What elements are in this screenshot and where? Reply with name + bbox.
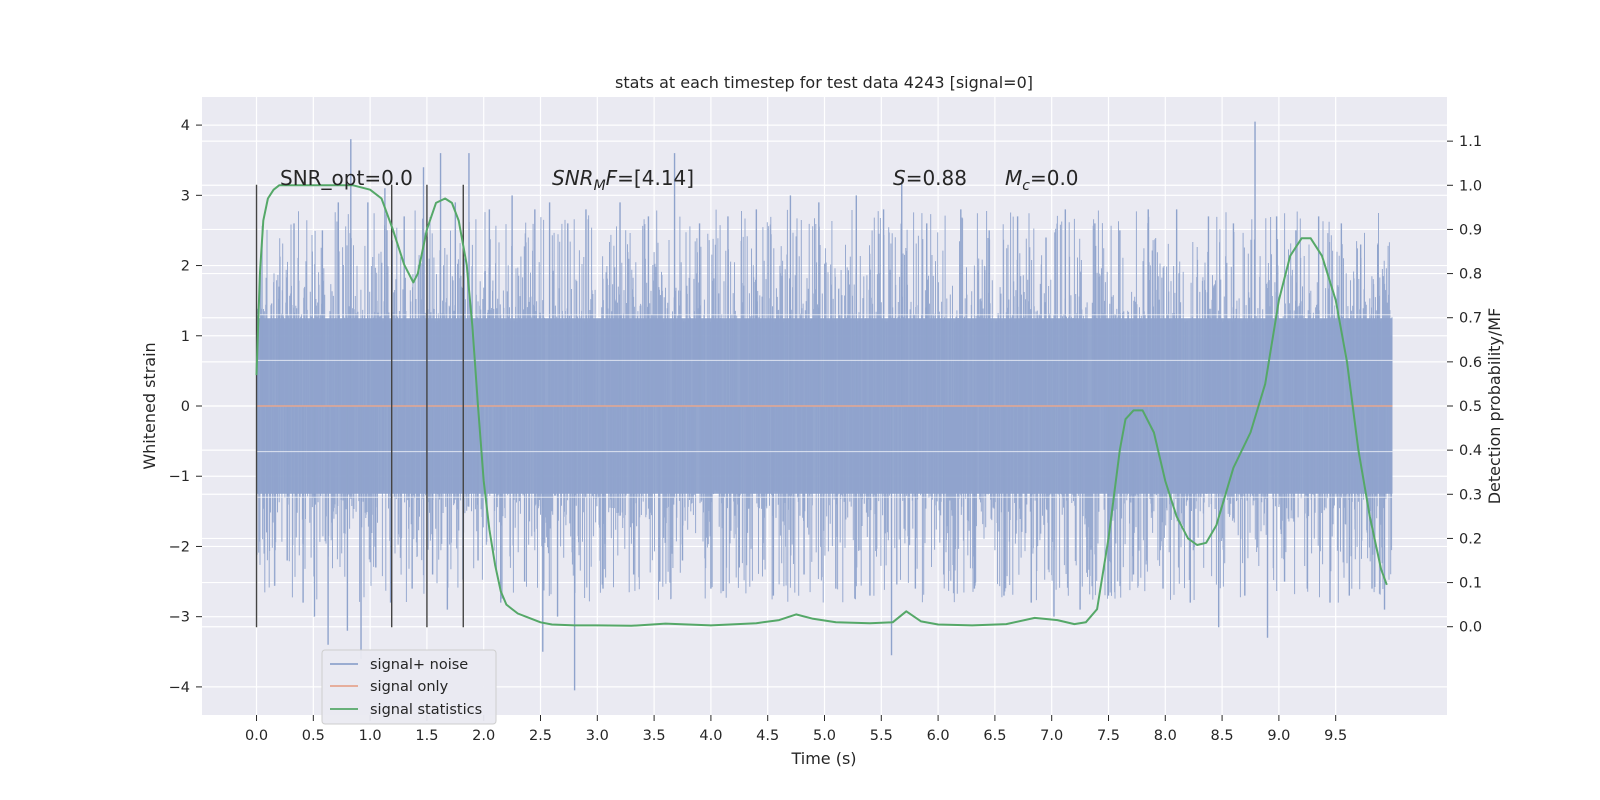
x-tick-label-7: 3.5	[643, 728, 666, 744]
signal-statistics-series	[255, 184, 1388, 627]
chart-title: stats at each timestep for test data 424…	[615, 73, 1033, 92]
x-tick-label-2: 1.0	[359, 728, 382, 744]
x-tick-label-16: 8.0	[1154, 728, 1177, 744]
signal-statistics-line	[255, 184, 1388, 627]
y2-tick-label-0: 0.0	[1459, 620, 1482, 636]
y-axis-label: Whitened strain	[140, 342, 159, 469]
y-tick-label-3: −1	[169, 469, 190, 485]
y2-tick-label-2: 0.2	[1459, 531, 1482, 547]
x-tick-label-15: 7.5	[1097, 728, 1120, 744]
y2-tick-label-5: 0.5	[1459, 399, 1482, 415]
x-axis: 0.0 0.5 1.0 1.5 2.0 2.5 3.0 3.5 4.0 4.5 5.0 5.5 6.0 6…	[245, 715, 1347, 744]
y-tick-label-4: 0	[181, 399, 190, 415]
annotation-s-sym: S	[893, 166, 906, 190]
legend: signal+ noise signal only signal statist…	[321, 649, 497, 725]
annotation-mc: Mc=0.0	[1005, 166, 1079, 194]
x-tick-label-13: 6.5	[983, 728, 1006, 744]
x-tick-label-0: 0.0	[245, 728, 268, 744]
legend-label-signal-only: signal only	[370, 679, 449, 695]
legend-label-signal-noise: signal+ noise	[370, 657, 468, 673]
annotation-snr-mf-tail: F	[606, 166, 618, 190]
x-tick-label-17: 8.5	[1211, 728, 1234, 744]
x-tick-label-18: 9.0	[1267, 728, 1290, 744]
y-tick-label-8: 4	[181, 118, 190, 134]
x-axis-label: Time (s)	[790, 749, 856, 768]
y2-tick-label-1: 0.1	[1459, 576, 1482, 592]
y-tick-label-1: −3	[169, 610, 190, 626]
legend-box	[321, 649, 497, 725]
x-tick-label-11: 5.5	[870, 728, 893, 744]
x-tick-label-9: 4.5	[756, 728, 779, 744]
x-tick-label-1: 0.5	[302, 728, 325, 744]
y2-tick-label-11: 1.1	[1459, 134, 1482, 150]
vertical-markers	[255, 184, 464, 628]
x-tick-label-19: 9.5	[1324, 728, 1347, 744]
legend-label-signal-statistics: signal statistics	[370, 702, 482, 718]
annotation-mc-sub: c	[1022, 178, 1030, 194]
y-axis-right: 0.0 0.1 0.2 0.3 0.4 0.5 0.6 0.7 0.8 0.9 1.0 1.1	[1447, 134, 1482, 636]
annotation-mc-sym: M	[1005, 166, 1022, 190]
y2-tick-label-8: 0.8	[1459, 267, 1482, 283]
annotation-mc-value: =0.0	[1030, 166, 1079, 190]
x-tick-label-10: 5.0	[813, 728, 836, 744]
x-tick-label-6: 3.0	[586, 728, 609, 744]
y2-tick-label-6: 0.6	[1459, 355, 1482, 371]
y2-tick-label-7: 0.7	[1459, 311, 1482, 327]
y-axis-left: −4 −3 −2 −1 0 1 2 3 4	[169, 118, 202, 696]
y-tick-label-5: 1	[181, 329, 190, 345]
x-tick-label-14: 7.0	[1040, 728, 1063, 744]
y2-tick-label-10: 1.0	[1459, 178, 1482, 194]
y-tick-label-0: −4	[169, 680, 190, 696]
y-tick-label-6: 2	[181, 259, 190, 275]
y2-tick-label-9: 0.9	[1459, 222, 1482, 238]
annotation-snr-mf-value: =[4.14]	[617, 166, 694, 190]
annotation-snr-mf: SNRMF=[4.14]	[552, 166, 694, 194]
y-tick-label-2: −2	[169, 539, 190, 555]
x-tick-label-8: 4.0	[699, 728, 722, 744]
x-tick-label-3: 1.5	[415, 728, 438, 744]
y-tick-label-7: 3	[181, 188, 190, 204]
x-tick-label-12: 6.0	[927, 728, 950, 744]
y2-tick-label-4: 0.4	[1459, 443, 1482, 459]
annotation-snr-mf-base: SNR	[552, 166, 594, 190]
annotation-snr-opt: SNR_opt=0.0	[280, 166, 413, 190]
x-tick-label-4: 2.0	[472, 728, 495, 744]
y2-tick-label-3: 0.3	[1459, 487, 1482, 503]
annotation-s-value: =0.88	[906, 166, 967, 190]
y2-axis-label: Detection probability/MF	[1485, 308, 1504, 505]
annotation-s: S=0.88	[893, 166, 967, 190]
annotation-snr-mf-sub: M	[594, 178, 606, 194]
x-tick-label-5: 2.5	[529, 728, 552, 744]
